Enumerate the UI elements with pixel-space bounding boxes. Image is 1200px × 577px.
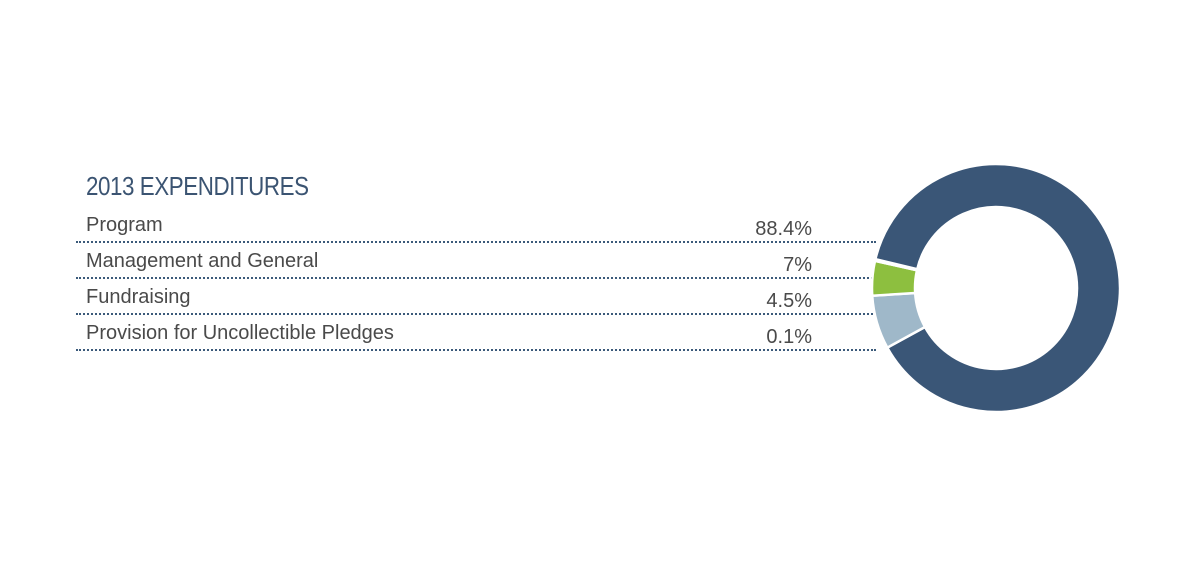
dotted-leader-line bbox=[76, 349, 876, 351]
legend-value: 7% bbox=[783, 254, 812, 276]
legend-label: Management and General bbox=[86, 250, 319, 272]
donut-chart bbox=[870, 162, 1122, 414]
dotted-leader-line bbox=[76, 313, 876, 315]
legend-row-provision: Provision for Uncollectible Pledges 0.1% bbox=[76, 320, 876, 356]
legend-row-program: Program 88.4% bbox=[76, 212, 876, 248]
slice-program bbox=[873, 162, 1122, 414]
legend-value: 0.1% bbox=[766, 326, 812, 348]
legend-value: 88.4% bbox=[755, 218, 812, 240]
legend-label: Program bbox=[86, 214, 163, 236]
chart-title: 2013 EXPENDITURES bbox=[86, 171, 309, 201]
legend-row-management: Management and General 7% bbox=[76, 248, 876, 284]
dotted-leader-line bbox=[76, 277, 876, 279]
legend-label: Provision for Uncollectible Pledges bbox=[86, 322, 394, 344]
dotted-leader-line bbox=[76, 241, 876, 243]
slice-provision-for-uncollectible-pledges bbox=[873, 257, 919, 272]
legend-value: 4.5% bbox=[766, 290, 812, 312]
legend-row-fundraising: Fundraising 4.5% bbox=[76, 284, 876, 320]
legend-label: Fundraising bbox=[86, 286, 191, 308]
